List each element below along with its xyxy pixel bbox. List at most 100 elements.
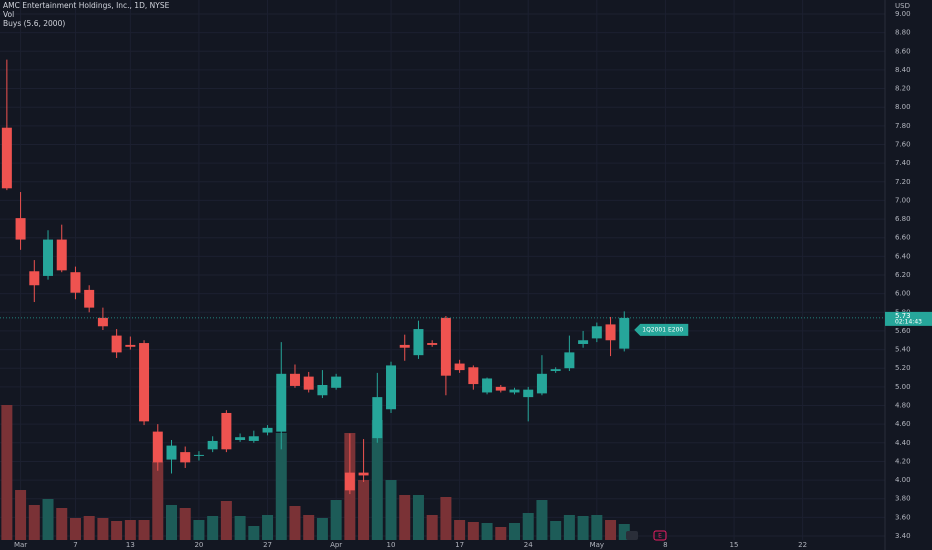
candle-body [536, 373, 547, 394]
candle-body [125, 344, 136, 347]
volume-bar [412, 495, 424, 540]
candle-body [180, 452, 191, 463]
volume-bar [83, 516, 95, 540]
volume-bar [399, 495, 411, 540]
candle-body [454, 363, 465, 371]
volume-bar [179, 508, 191, 540]
x-tick-label: 27 [263, 541, 272, 549]
candle-body [139, 343, 150, 422]
volume-bar [358, 480, 370, 540]
candle-body [413, 329, 424, 356]
chart-title: AMC Entertainment Holdings, Inc., 1D, NY… [3, 1, 170, 10]
x-tick-label: 15 [730, 541, 739, 549]
volume-bar [248, 526, 260, 540]
x-tick-label: 22 [798, 541, 807, 549]
volume-bar [550, 521, 562, 540]
x-tick-label: 7 [73, 541, 77, 549]
volume-bar [385, 480, 397, 540]
y-tick-label: 4.80 [895, 402, 911, 410]
candle-body [399, 344, 410, 348]
volume-bar [275, 433, 287, 540]
price-label: 5.73 [895, 312, 911, 320]
volume-bar [1, 405, 13, 540]
volume-bar [577, 516, 589, 540]
volume-bar [509, 523, 520, 540]
candle-body [495, 386, 506, 391]
y-tick-label: 6.20 [895, 271, 911, 279]
candle-body [70, 272, 81, 293]
volume-bar [316, 518, 328, 540]
y-tick-label: 5.60 [895, 327, 911, 335]
y-tick-label: 8.00 [895, 103, 911, 111]
candle-body [317, 385, 328, 396]
candle-body [619, 317, 630, 349]
y-tick-label: 8.60 [895, 47, 911, 55]
candle-body [97, 317, 108, 327]
candle-body [262, 427, 273, 433]
signal-label: 1Q2001 E200 [642, 326, 683, 333]
candle-body [303, 376, 314, 390]
currency-label: USD [895, 2, 910, 10]
volume-bar [97, 518, 109, 540]
y-tick-label: 7.60 [895, 140, 911, 148]
candle-body [15, 218, 26, 240]
y-tick-label: 9.00 [895, 10, 911, 18]
volume-bar [124, 520, 136, 540]
countdown-label: 02:14:43 [895, 318, 922, 325]
candle-body [523, 389, 534, 398]
x-tick-label: Mar [14, 541, 27, 549]
candle-body [372, 397, 383, 439]
volume-bar [536, 500, 548, 540]
volume-bar [152, 462, 164, 540]
y-tick-label: 5.00 [895, 383, 911, 391]
y-tick-label: 4.40 [895, 439, 911, 447]
candle-body [509, 389, 520, 393]
y-tick-label: 7.40 [895, 159, 911, 167]
candle-body [29, 271, 40, 286]
candle-body [482, 378, 493, 393]
candle-body [84, 289, 95, 308]
volume-bar [440, 497, 452, 540]
candle-body [468, 367, 479, 385]
candle-body [427, 343, 438, 345]
volume-bar [467, 522, 479, 540]
earnings-marker[interactable] [653, 530, 667, 541]
price-label-box [885, 311, 932, 326]
candle-body [1, 127, 12, 189]
volume-bar [207, 516, 219, 540]
earnings-marker-label: E [658, 533, 662, 540]
y-tick-label: 7.20 [895, 178, 911, 186]
signal-label-box [634, 323, 689, 336]
volume-bar [454, 520, 466, 540]
volume-bar [591, 515, 603, 540]
y-tick-label: 7.00 [895, 196, 911, 204]
candle-body [591, 326, 602, 339]
x-tick-label: 13 [126, 541, 135, 549]
volume-bar [15, 490, 27, 540]
candle-body [56, 239, 67, 271]
event-icon[interactable] [626, 531, 638, 540]
volume-bar [605, 520, 617, 540]
candle-body [248, 436, 259, 441]
y-tick-label: 4.00 [895, 476, 911, 484]
indicator-label: Vol [3, 10, 14, 19]
y-tick-label: 8.80 [895, 29, 911, 37]
y-tick-label: 8.40 [895, 66, 911, 74]
y-tick-label: 3.60 [895, 513, 911, 521]
indicator-label: Buys (5.6, 2000) [3, 19, 65, 28]
volume-bar [42, 499, 54, 540]
volume-bar [234, 516, 246, 540]
volume-bar [69, 518, 81, 540]
y-tick-label: 5.40 [895, 346, 911, 354]
volume-bar [193, 520, 205, 540]
candle-body [152, 431, 163, 463]
x-tick-label: 8 [663, 541, 667, 549]
candle-body [111, 335, 122, 353]
volume-bar [618, 524, 630, 540]
x-tick-label: Apr [330, 541, 342, 549]
x-tick-label: 20 [194, 541, 203, 549]
y-tick-label: 8.20 [895, 85, 911, 93]
volume-bar [330, 500, 342, 540]
volume-bar [138, 520, 150, 540]
